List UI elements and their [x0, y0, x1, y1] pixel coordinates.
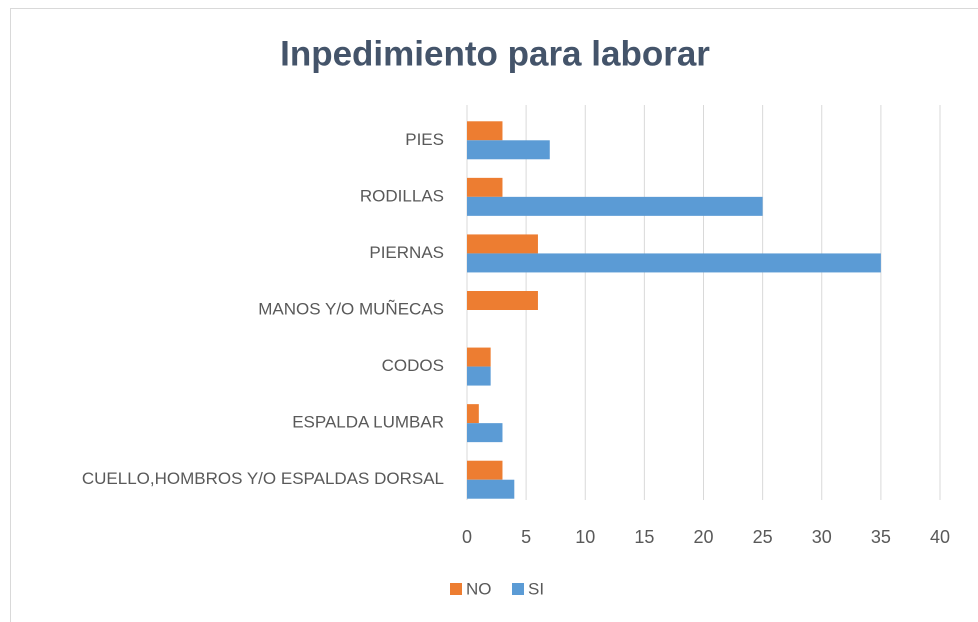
bar	[467, 460, 503, 480]
legend-label: NO	[466, 579, 492, 598]
y-tick-label: CUELLO,HOMBROS Y/O ESPALDAS DORSAL	[82, 469, 444, 488]
x-tick-label: 40	[930, 527, 950, 547]
x-tick-label: 30	[812, 527, 832, 547]
x-tick-label: 10	[575, 527, 595, 547]
bar	[467, 291, 538, 310]
bar	[467, 177, 503, 197]
bar	[467, 423, 503, 443]
legend-swatch	[450, 583, 462, 595]
y-tick-label: CODOS	[382, 356, 444, 375]
bar	[467, 253, 881, 273]
bar	[467, 196, 763, 216]
y-tick-label: MANOS Y/O MUÑECAS	[258, 299, 444, 318]
bar	[467, 121, 503, 141]
bar	[467, 479, 515, 499]
bar	[467, 347, 491, 367]
x-tick-label: 20	[693, 527, 713, 547]
y-tick-label: PIERNAS	[369, 243, 444, 262]
chart-title: Inpedimiento para laborar	[280, 34, 710, 73]
bar	[467, 366, 491, 386]
chart-border	[10, 8, 978, 622]
legend-label: SI	[528, 579, 544, 598]
bar	[467, 404, 479, 424]
y-tick-label: RODILLAS	[360, 186, 444, 205]
x-tick-label: 35	[871, 527, 891, 547]
bar	[467, 140, 550, 160]
legend-swatch	[512, 583, 524, 595]
x-tick-label: 25	[753, 527, 773, 547]
bar	[467, 234, 538, 254]
x-tick-label: 0	[462, 527, 472, 547]
y-tick-label: PIES	[405, 130, 444, 149]
y-tick-label: ESPALDA LUMBAR	[292, 413, 444, 432]
x-tick-label: 5	[521, 527, 531, 547]
x-tick-label: 15	[634, 527, 654, 547]
